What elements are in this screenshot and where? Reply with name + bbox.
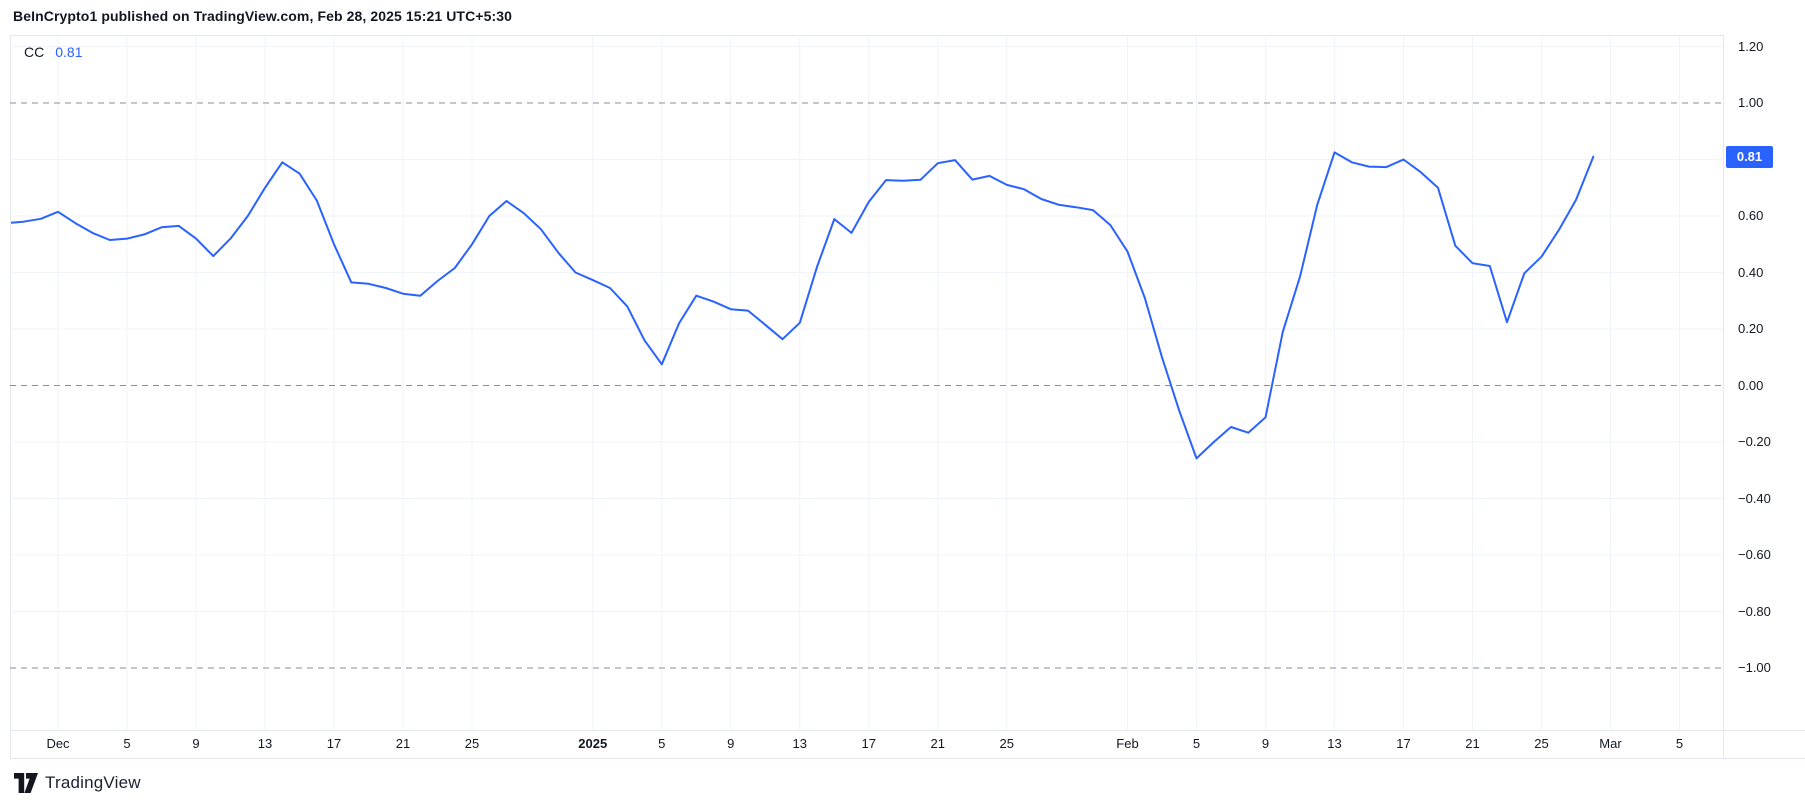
time-axis-label: 5 xyxy=(1192,736,1201,751)
time-axis-label: 25 xyxy=(999,736,1014,751)
time-axis-label: 5 xyxy=(1675,736,1684,751)
time-axis-label: 9 xyxy=(727,736,735,751)
price-axis-label: −0.20 xyxy=(1738,434,1771,449)
time-axis-label: Mar xyxy=(1599,736,1622,751)
indicator-value: 0.81 xyxy=(55,44,83,60)
tradingview-logo-icon xyxy=(14,773,38,793)
price-axis-label: 0.60 xyxy=(1738,208,1764,223)
panel-top-border xyxy=(10,35,1723,36)
time-axis-label: 25 xyxy=(464,736,480,751)
tradingview-wordmark: TradingView xyxy=(45,773,141,792)
price-axis-label: −0.80 xyxy=(1738,603,1771,619)
time-axis-label: 21 xyxy=(930,736,945,751)
time-axis-label: Dec xyxy=(46,736,70,751)
time-axis-label: 5 xyxy=(658,736,666,751)
time-axis-separator xyxy=(10,730,1805,731)
time-axis-label: 13 xyxy=(257,736,273,751)
price-axis-label: −0.60 xyxy=(1738,547,1771,562)
attribution-text: BeInCrypto1 published on TradingView.com… xyxy=(13,8,512,24)
panel-left-border xyxy=(10,35,11,758)
time-axis-label: 2025 xyxy=(578,736,608,751)
time-axis-label: 9 xyxy=(192,736,200,751)
indicator-legend: CC 0.81 xyxy=(24,44,82,60)
footer: TradingView xyxy=(14,773,141,793)
cc-series-line xyxy=(11,151,1595,460)
time-axis-label: 13 xyxy=(792,736,807,751)
price-axis-label: −0.40 xyxy=(1738,490,1771,506)
time-axis-label: 17 xyxy=(326,736,342,751)
indicator-name[interactable]: CC xyxy=(24,44,45,60)
time-axis-label: 21 xyxy=(395,736,411,751)
price-axis-label: 0.40 xyxy=(1738,264,1764,280)
price-axis-label: 1.00 xyxy=(1738,95,1764,110)
last-value-badge: 0.81 xyxy=(1726,145,1773,168)
price-axis-separator xyxy=(1723,35,1724,758)
price-axis-label: 0.20 xyxy=(1738,321,1764,336)
time-axis-label: 21 xyxy=(1465,736,1480,751)
time-axis-label: Feb xyxy=(1116,736,1139,751)
time-axis-label: 17 xyxy=(861,736,876,751)
time-axis-label: 13 xyxy=(1327,736,1342,751)
time-axis-label: 25 xyxy=(1534,736,1549,751)
panel-bottom-border xyxy=(10,758,1805,759)
price-axis-label: 0.00 xyxy=(1738,377,1764,393)
time-axis-label: 17 xyxy=(1396,736,1411,751)
price-axis-label: 1.20 xyxy=(1738,38,1764,54)
time-axis-label: 9 xyxy=(1261,736,1270,751)
time-axis-label: 5 xyxy=(123,736,131,751)
price-axis-label: −1.00 xyxy=(1738,660,1771,675)
